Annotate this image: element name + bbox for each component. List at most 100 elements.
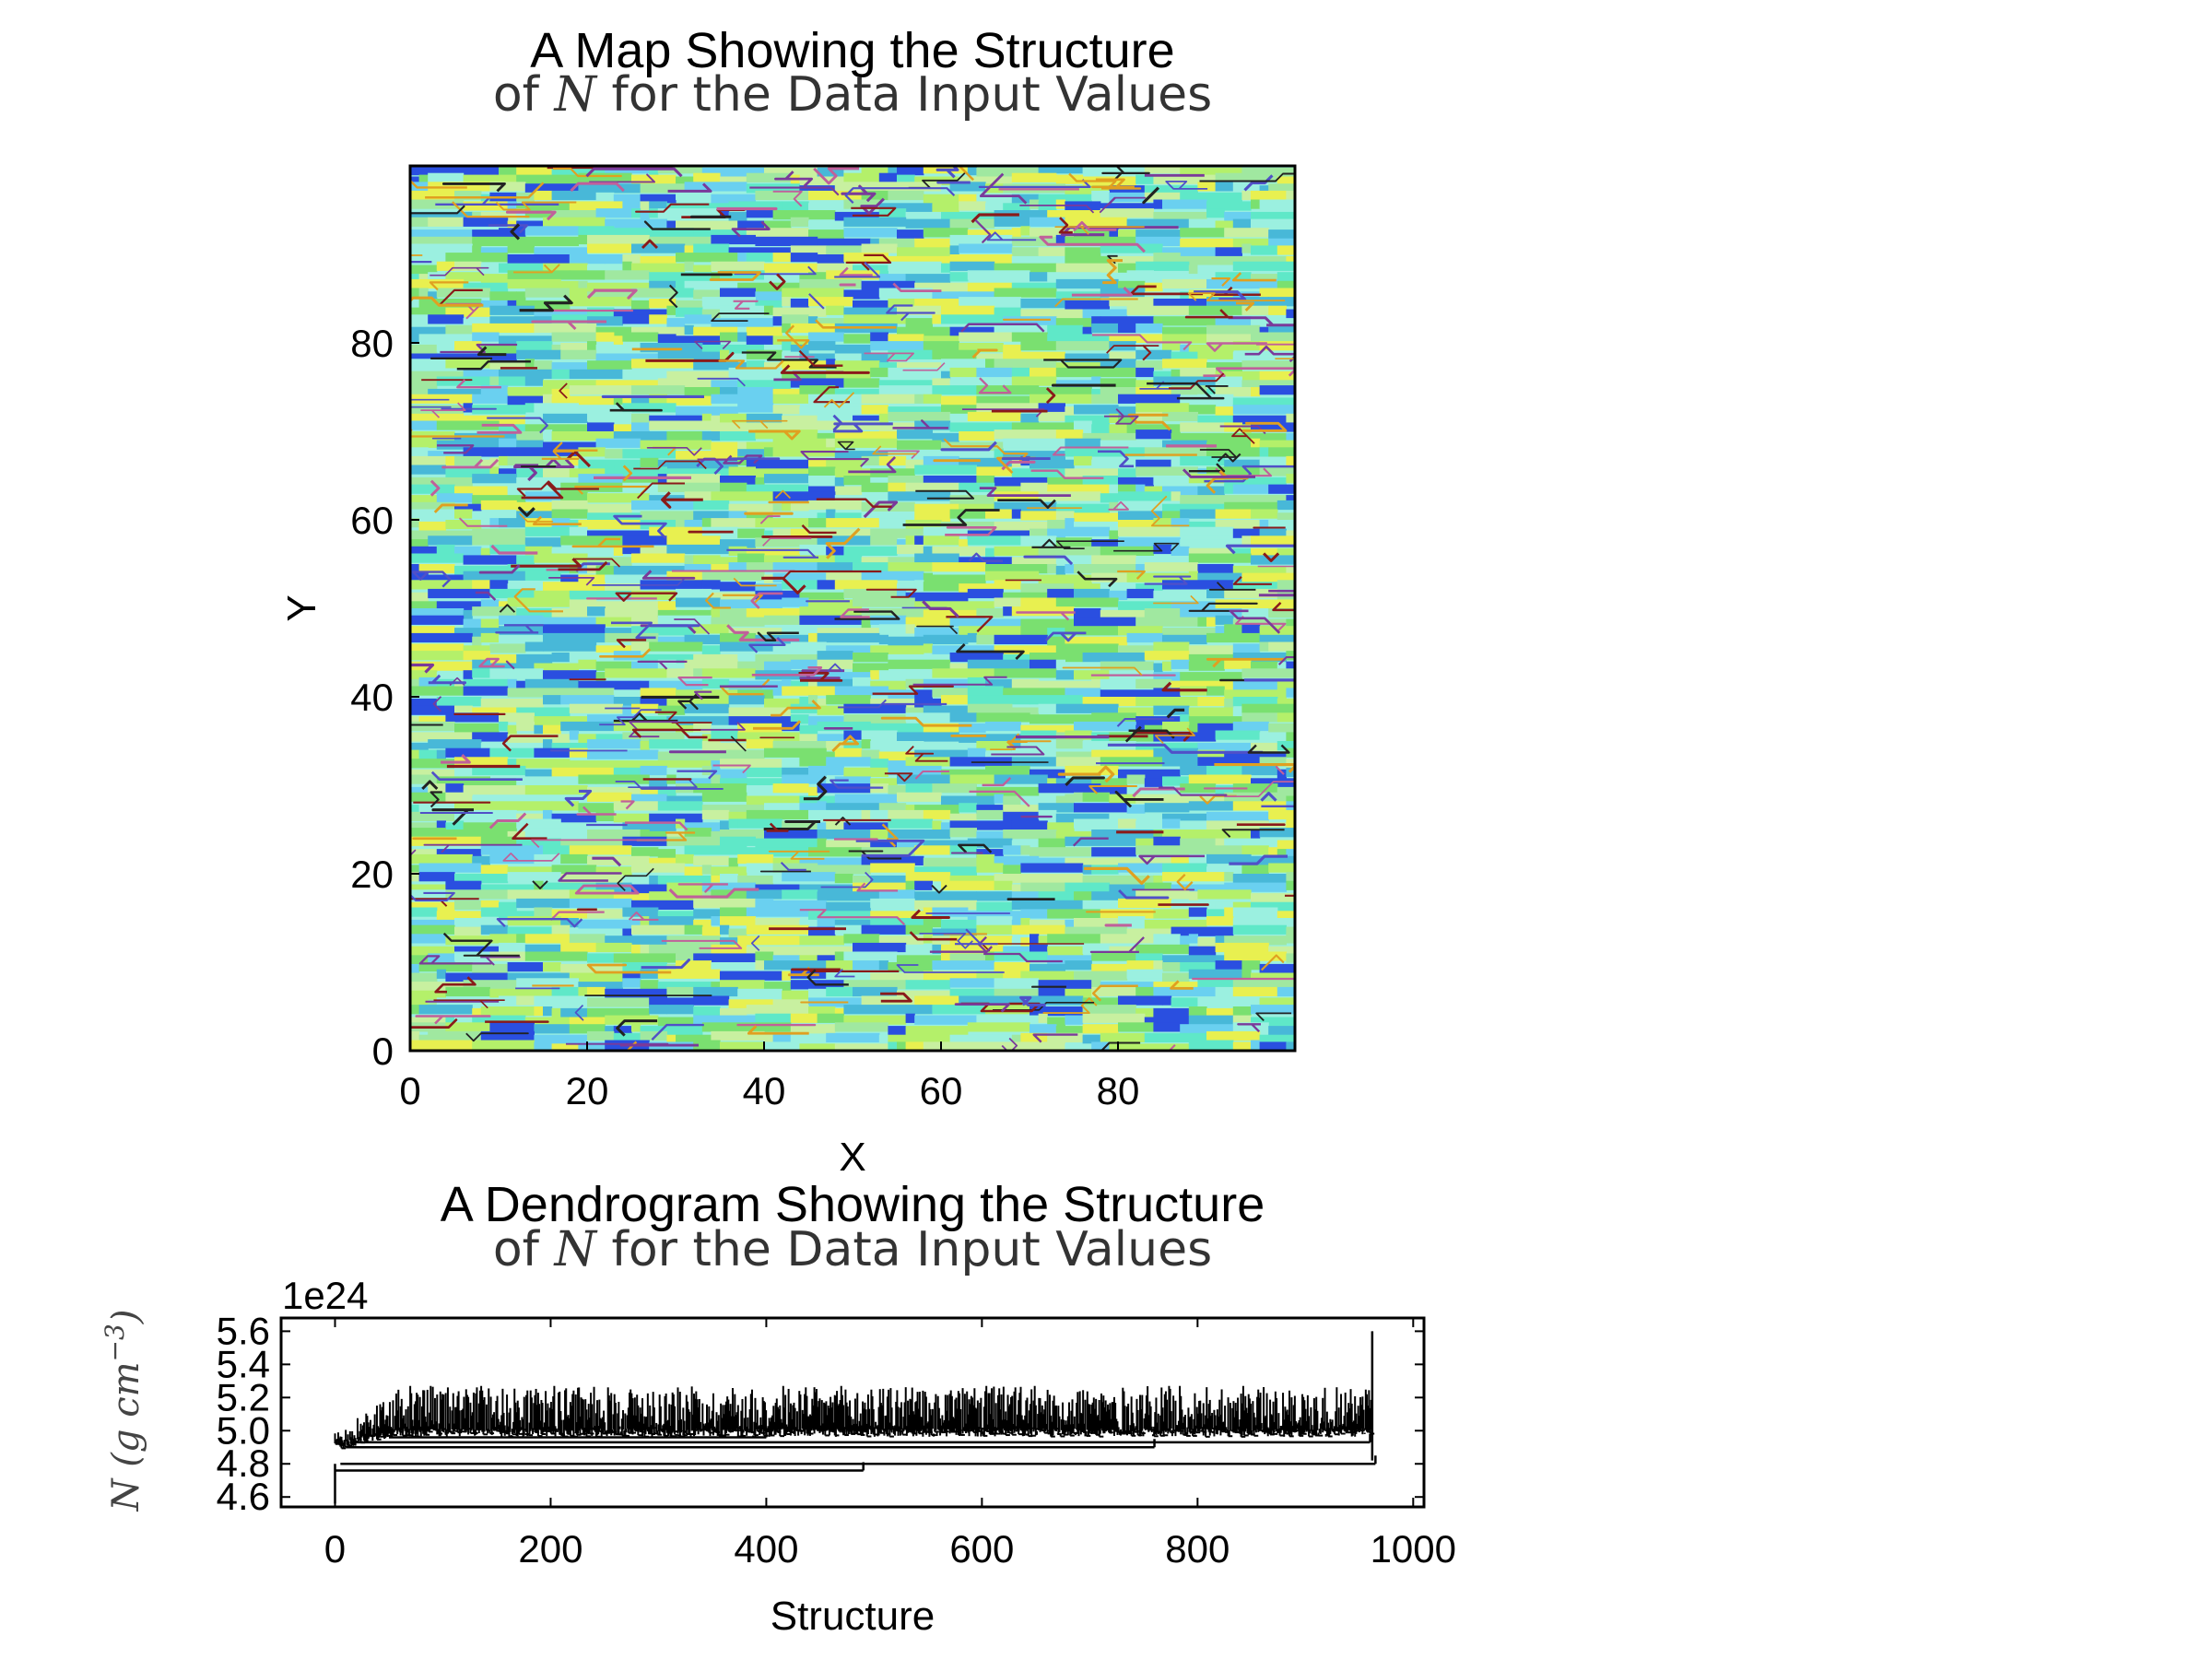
map-cell bbox=[1074, 803, 1128, 813]
map-cell bbox=[949, 988, 995, 998]
map-contour-line bbox=[1044, 631, 1087, 642]
map-cell bbox=[1232, 582, 1278, 592]
map-cell bbox=[720, 387, 738, 397]
map-cell bbox=[1251, 830, 1261, 840]
map-cell bbox=[1188, 853, 1207, 865]
map-contour-line bbox=[863, 500, 899, 519]
map-cell bbox=[1082, 326, 1092, 336]
map-cell bbox=[976, 395, 1030, 406]
map-cell bbox=[551, 1007, 561, 1018]
map-cell bbox=[932, 451, 995, 461]
map-cell bbox=[410, 438, 438, 448]
map-cell bbox=[1065, 626, 1119, 636]
map-contour-line bbox=[916, 625, 959, 635]
map-cell bbox=[897, 362, 942, 372]
map-cell bbox=[861, 618, 871, 629]
map-cell bbox=[436, 261, 455, 271]
map-cell bbox=[622, 369, 667, 379]
map-cell bbox=[649, 739, 703, 749]
map-cell bbox=[543, 468, 571, 478]
map-cell bbox=[1011, 820, 1048, 830]
map-cell bbox=[666, 371, 730, 381]
map-cell bbox=[967, 686, 1004, 696]
map-cell bbox=[1286, 661, 1295, 671]
map-cell bbox=[418, 872, 455, 882]
map-cell bbox=[861, 190, 888, 201]
map-cell bbox=[445, 272, 482, 282]
map-cell bbox=[613, 431, 667, 441]
map-cell bbox=[1259, 447, 1269, 457]
map-cell bbox=[1232, 484, 1269, 494]
map-cell bbox=[1268, 324, 1295, 335]
map-contour-line bbox=[1188, 463, 1226, 473]
map-cell bbox=[967, 747, 986, 758]
map-cell bbox=[569, 972, 623, 982]
map-cell bbox=[897, 429, 933, 440]
map-cell bbox=[941, 919, 977, 930]
map-cell bbox=[605, 1026, 615, 1036]
map-cell bbox=[1215, 986, 1234, 997]
map-cell bbox=[1003, 946, 1030, 956]
map-contour-line bbox=[774, 171, 813, 188]
map-cell bbox=[1100, 909, 1154, 919]
map-contour-line bbox=[410, 179, 467, 189]
map-cell bbox=[463, 609, 473, 620]
map-cell bbox=[1055, 511, 1075, 521]
map-cell bbox=[410, 413, 465, 423]
map-cell bbox=[888, 636, 924, 646]
map-cell bbox=[1206, 334, 1252, 344]
map-cell bbox=[932, 884, 942, 894]
map-cell bbox=[826, 509, 836, 519]
map-cell bbox=[587, 714, 641, 724]
map-cell bbox=[605, 935, 667, 946]
map-cell bbox=[1259, 185, 1269, 195]
map-cell bbox=[605, 574, 667, 584]
map-cell bbox=[817, 254, 844, 265]
map-contour-line bbox=[487, 417, 548, 434]
map-contour-line bbox=[1211, 277, 1231, 287]
map-contour-line bbox=[860, 197, 885, 216]
map-contour-line bbox=[531, 320, 606, 331]
map-cell bbox=[1038, 838, 1065, 848]
map-contour-line bbox=[825, 527, 861, 559]
map-cell bbox=[834, 951, 844, 961]
map-cell bbox=[410, 300, 420, 311]
map-cell bbox=[578, 1041, 606, 1051]
map-contour-line bbox=[495, 624, 544, 634]
map-cell bbox=[782, 288, 844, 298]
map-cell bbox=[534, 995, 588, 1006]
map-cell bbox=[1188, 794, 1225, 804]
map-cell bbox=[834, 360, 880, 371]
map-contour-line bbox=[902, 509, 1000, 526]
map-cell bbox=[631, 359, 694, 369]
map-cell bbox=[728, 562, 747, 572]
map-cell bbox=[595, 332, 615, 342]
map-cell bbox=[1109, 530, 1119, 540]
map-contour-line bbox=[1225, 544, 1295, 555]
map-contour-line bbox=[1058, 217, 1073, 234]
map-cell bbox=[799, 955, 818, 965]
map-cell bbox=[994, 880, 1013, 890]
map-cell bbox=[1232, 874, 1287, 884]
map-contour-line bbox=[712, 764, 751, 774]
map-contour-line bbox=[421, 780, 439, 790]
map-cell bbox=[1197, 349, 1234, 359]
map-cell bbox=[499, 626, 544, 636]
map-cell bbox=[649, 1005, 667, 1015]
map-cell bbox=[649, 830, 667, 841]
map-cell bbox=[1135, 403, 1190, 413]
map-contour-line bbox=[586, 288, 638, 300]
map-cell bbox=[1091, 394, 1119, 404]
map-cell bbox=[410, 608, 465, 618]
map-cell bbox=[410, 678, 420, 688]
map-contour-line bbox=[877, 450, 920, 460]
map-cell bbox=[1030, 217, 1065, 227]
map-contour-line bbox=[1206, 657, 1286, 668]
map-cell bbox=[755, 236, 818, 246]
map-cell bbox=[676, 406, 738, 417]
map-cell bbox=[1241, 255, 1287, 266]
map-cell bbox=[870, 759, 888, 769]
map-cell bbox=[808, 911, 871, 921]
map-cell bbox=[640, 688, 677, 698]
map-cell bbox=[551, 865, 597, 875]
